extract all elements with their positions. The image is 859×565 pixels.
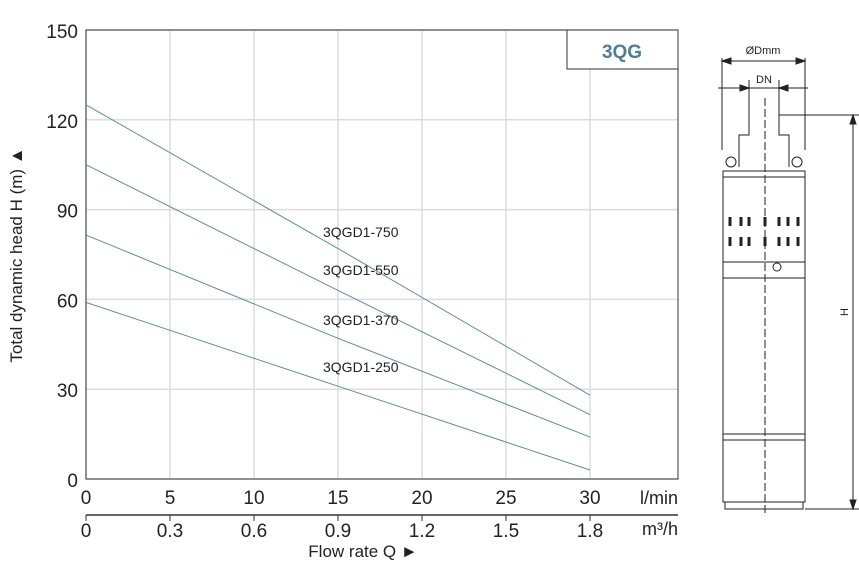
vent-slot <box>786 217 790 226</box>
vent-slot <box>763 217 767 226</box>
x-unit-label: l/min <box>640 488 678 508</box>
x-tick-label: 10 <box>243 488 264 509</box>
series-line <box>85 301 591 471</box>
x-tick-label: 30 <box>579 488 600 509</box>
vent-slot <box>728 237 732 246</box>
y-tick-label: 0 <box>67 471 78 492</box>
vent-slot <box>747 237 751 246</box>
x2-tick-label: 1.8 <box>577 521 603 542</box>
vent-slot <box>747 217 751 226</box>
y-tick-label: 150 <box>46 22 78 43</box>
diameter-label: ØDmm <box>746 45 781 57</box>
vent-slot <box>763 237 767 246</box>
plot-frame <box>85 29 679 480</box>
x-tick-label: 25 <box>495 488 516 509</box>
x-axis-label: Flow rate Q ► <box>308 542 417 561</box>
series-label: 3QGD1-750 <box>323 224 399 240</box>
x-tick-label: 20 <box>411 488 432 509</box>
x2-tick-label: 0.9 <box>325 521 351 542</box>
series-line <box>85 234 591 438</box>
x-tick-label: 15 <box>327 488 348 509</box>
vent-slot <box>786 237 790 246</box>
height-label: H <box>839 308 851 316</box>
x-tick-label: 0 <box>81 488 92 509</box>
pump-dimension-drawing <box>718 57 859 515</box>
y-tick-label: 30 <box>57 381 78 402</box>
x2-unit-label: m³/h <box>642 519 678 539</box>
series-label: 3QGD1-550 <box>323 262 399 278</box>
series-label: 3QGD1-370 <box>323 312 399 328</box>
y-axis-label: Total dynamic head H (m) ▲ <box>7 147 26 362</box>
dn-label: DN <box>756 74 772 86</box>
x2-tick-label: 0 <box>81 521 92 542</box>
chart-title: 3QG <box>602 42 642 63</box>
vent-slot <box>796 237 800 246</box>
x2-tick-label: 1.5 <box>493 521 519 542</box>
x2-tick-label: 0.6 <box>241 521 267 542</box>
vent-slot <box>739 217 743 226</box>
vent-slot <box>728 217 732 226</box>
vent-slot <box>796 217 800 226</box>
series-line <box>85 164 591 416</box>
series-line <box>85 104 591 396</box>
vent-slot <box>739 237 743 246</box>
title-box <box>566 29 679 70</box>
x2-tick-label: 0.3 <box>157 521 183 542</box>
series-label: 3QGD1-250 <box>323 359 399 375</box>
x2-tick-label: 1.2 <box>409 521 435 542</box>
vent-slot <box>777 217 781 226</box>
x-tick-label: 5 <box>165 488 176 509</box>
y-tick-label: 120 <box>46 112 78 133</box>
y-tick-label: 60 <box>57 291 78 312</box>
vent-slot <box>777 237 781 246</box>
y-tick-label: 90 <box>57 202 78 223</box>
